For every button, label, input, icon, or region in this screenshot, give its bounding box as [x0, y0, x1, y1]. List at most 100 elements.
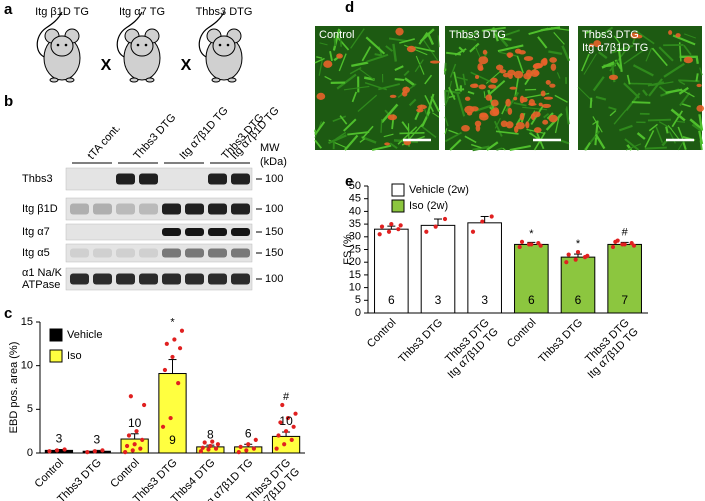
- cell-stain: [478, 56, 489, 65]
- data-point: [215, 442, 221, 447]
- fiber: [319, 42, 328, 46]
- blot-band: [70, 248, 89, 258]
- data-point: [289, 437, 294, 442]
- fiber: [689, 118, 703, 131]
- fiber: [364, 82, 387, 91]
- fiber: [494, 30, 509, 48]
- fiber: [670, 108, 686, 122]
- fiber: [497, 44, 524, 53]
- fiber: [618, 124, 633, 132]
- fiber: [601, 61, 615, 69]
- fiber: [445, 51, 462, 56]
- cell-stain: [533, 127, 542, 134]
- n-label: 7: [621, 293, 628, 307]
- x-tick-label: Thbs3 DTG: [536, 317, 585, 366]
- fiber: [611, 44, 634, 54]
- fiber: [408, 98, 417, 107]
- fiber: [350, 28, 365, 49]
- y-tick-label: 5: [27, 403, 33, 415]
- blot-band: [70, 203, 89, 215]
- panel-letter: d: [345, 0, 354, 16]
- blot-band: [231, 203, 250, 215]
- fiber: [344, 134, 359, 151]
- fiber: [493, 120, 503, 137]
- data-point: [489, 214, 494, 219]
- fiber: [682, 141, 687, 151]
- data-point: [615, 238, 620, 243]
- fiber: [595, 26, 614, 40]
- fiber: [399, 131, 425, 135]
- fiber: [681, 89, 695, 98]
- data-point: [124, 443, 130, 449]
- cell-stain: [482, 49, 488, 55]
- n-label: 6: [388, 293, 395, 307]
- cell-stain: [416, 108, 424, 113]
- cell-stain: [485, 94, 493, 101]
- data-point: [176, 381, 181, 386]
- fiber: [401, 121, 410, 132]
- fiber: [540, 26, 561, 32]
- fiber: [336, 73, 357, 90]
- data-point: [62, 447, 67, 452]
- data-point: [442, 216, 448, 222]
- fiber: [454, 88, 465, 92]
- blot-band: [162, 248, 181, 258]
- cell-stain: [387, 114, 398, 121]
- mw-value: 100: [265, 173, 283, 185]
- cell-stain: [479, 112, 488, 118]
- y-tick-label: 25: [349, 243, 361, 255]
- fiber: [550, 27, 570, 31]
- fiber: [458, 46, 465, 53]
- fiber: [397, 126, 418, 145]
- data-point: [142, 402, 147, 408]
- fiber: [444, 128, 448, 135]
- fiber: [404, 77, 416, 87]
- y-tick-label: 40: [349, 205, 361, 217]
- data-point: [291, 424, 296, 429]
- cell-stain: [384, 142, 391, 146]
- legend-label: Iso: [67, 350, 82, 362]
- mouse-icon: [36, 11, 81, 83]
- fiber: [598, 51, 608, 59]
- cell-stain: [469, 106, 479, 112]
- fiber: [683, 44, 692, 56]
- cell-stain: [593, 40, 602, 48]
- data-point: [160, 424, 166, 429]
- cell-stain: [525, 121, 530, 129]
- blot-band: [93, 273, 112, 285]
- n-label: 3: [481, 293, 488, 307]
- fiber: [626, 144, 633, 151]
- fiber: [314, 139, 322, 149]
- data-point: [377, 232, 382, 237]
- bar: [158, 373, 187, 454]
- fiber: [626, 74, 631, 85]
- fiber: [658, 46, 674, 62]
- y-tick-label: 20: [349, 256, 361, 268]
- n-label: 6: [575, 293, 582, 307]
- fiber: [651, 47, 668, 67]
- data-point: [238, 444, 243, 449]
- n-label: 3: [435, 293, 442, 307]
- data-point: [424, 229, 429, 234]
- fiber: [365, 36, 386, 55]
- fiber: [332, 115, 347, 123]
- data-point: [236, 450, 241, 455]
- x-tick-label: Control: [505, 317, 539, 351]
- data-point: [276, 433, 281, 438]
- cell-stain: [549, 57, 557, 63]
- data-point: [198, 449, 203, 454]
- significance-mark: *: [529, 228, 534, 240]
- y-tick-label: 15: [21, 316, 33, 328]
- fiber: [358, 68, 375, 81]
- cell-stain: [513, 70, 524, 79]
- cell-stain: [513, 96, 518, 101]
- cross-symbol: X: [181, 57, 192, 74]
- data-point: [278, 420, 283, 425]
- y-tick-label: 30: [349, 231, 361, 243]
- fiber: [374, 53, 382, 57]
- cell-stain: [514, 125, 519, 133]
- cell-stain: [490, 77, 498, 84]
- mouse-icon: [198, 11, 243, 83]
- data-point: [126, 433, 132, 438]
- legend-label: Iso (2w): [409, 200, 448, 212]
